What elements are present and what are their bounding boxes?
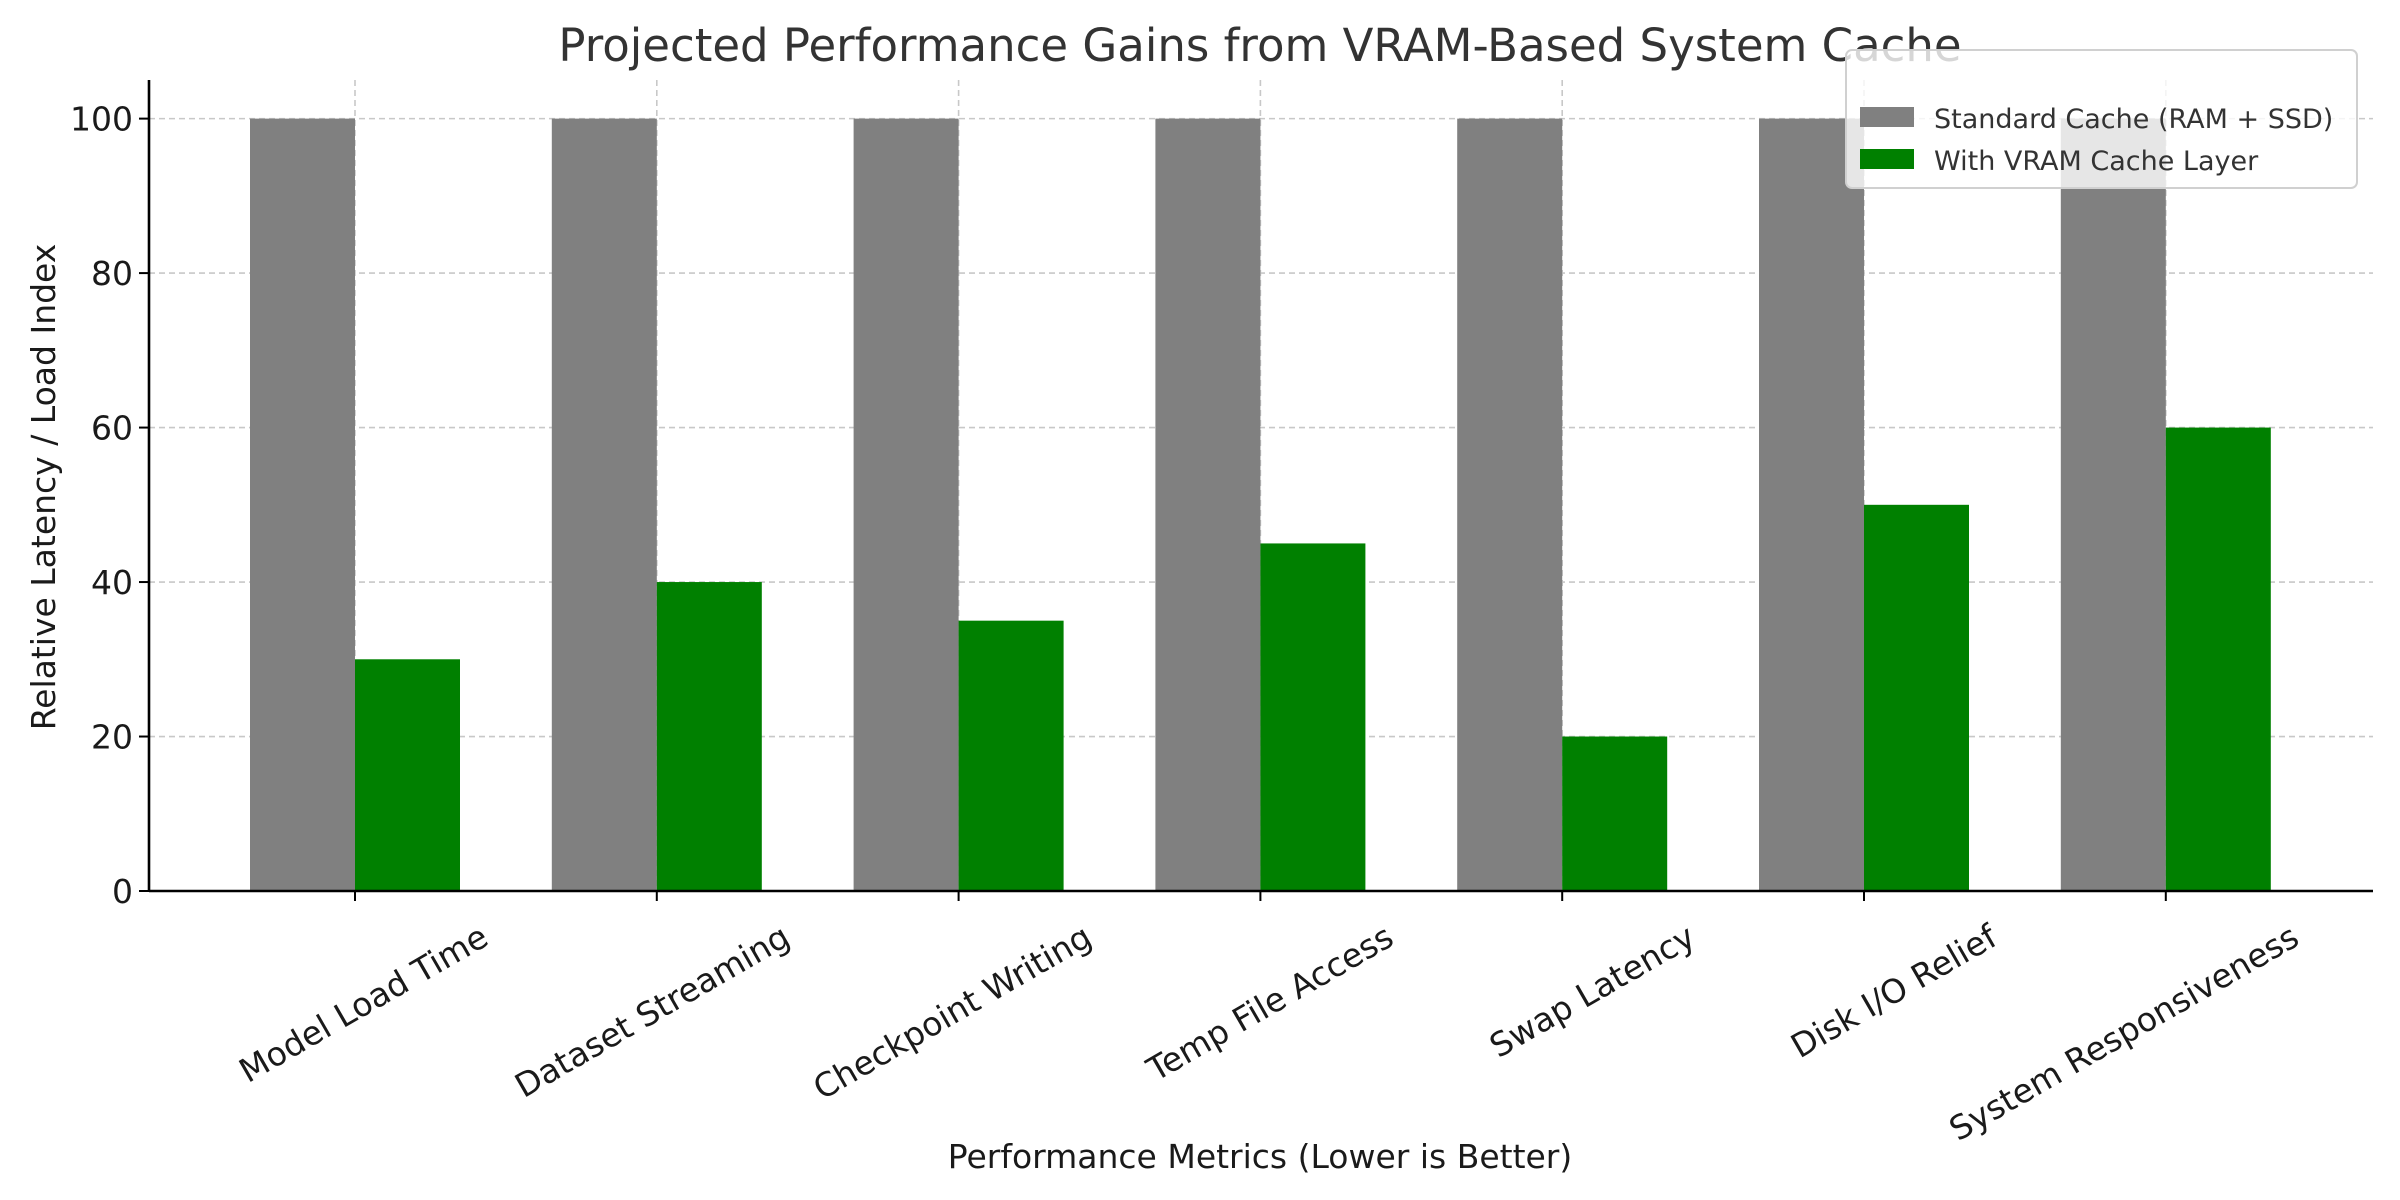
bar-vram-cache: [1562, 736, 1668, 891]
bar-standard-cache: [2060, 118, 2166, 892]
y-tick-label: 40: [91, 563, 133, 602]
bar-standard-cache: [853, 118, 959, 892]
bars-layer: [250, 118, 2271, 892]
bar-vram-cache: [1864, 504, 1969, 891]
legend-label: Standard Cache (RAM + SSD): [1934, 104, 2333, 135]
bar-standard-cache: [551, 118, 657, 892]
bar-vram-cache: [656, 582, 762, 891]
x-tick-label: Temp File Access: [1139, 917, 1399, 1090]
x-tick-label: Model Load Time: [232, 917, 494, 1091]
bar-vram-cache: [355, 659, 460, 891]
axes-layer: [139, 80, 2373, 901]
x-axis-label: Performance Metrics (Lower is Better): [948, 1137, 1573, 1176]
x-tick-label: Dataset Streaming: [508, 917, 796, 1106]
legend: Standard Cache (RAM + SSD) With VRAM Cach…: [1845, 49, 2358, 189]
chart-title: Projected Performance Gains from VRAM-Ba…: [558, 19, 1961, 72]
bar-standard-cache: [1759, 118, 1864, 892]
y-tick-label: 0: [112, 872, 133, 911]
bar-vram-cache: [2165, 427, 2271, 891]
y-tick-label: 20: [91, 718, 133, 757]
legend-box: [1845, 49, 2358, 189]
bar-standard-cache: [1457, 118, 1563, 892]
bar-standard-cache: [1155, 118, 1261, 892]
x-tick-label: Checkpoint Writing: [807, 917, 1098, 1108]
bar-vram-cache: [1260, 543, 1366, 891]
y-tick-label: 80: [91, 254, 133, 293]
x-tick-label: Disk I/O Relief: [1784, 916, 2004, 1066]
x-tick-label: Swap Latency: [1483, 917, 1702, 1066]
bar-vram-cache: [958, 620, 1064, 891]
y-axis-label: Relative Latency / Load Index: [24, 244, 63, 731]
y-tick-label: 60: [91, 409, 133, 448]
legend-swatch: [1860, 149, 1914, 169]
bar-standard-cache: [250, 118, 355, 892]
legend-label: With VRAM Cache Layer: [1934, 146, 2259, 177]
y-tick-label: 100: [70, 100, 133, 139]
legend-swatch: [1860, 107, 1914, 127]
